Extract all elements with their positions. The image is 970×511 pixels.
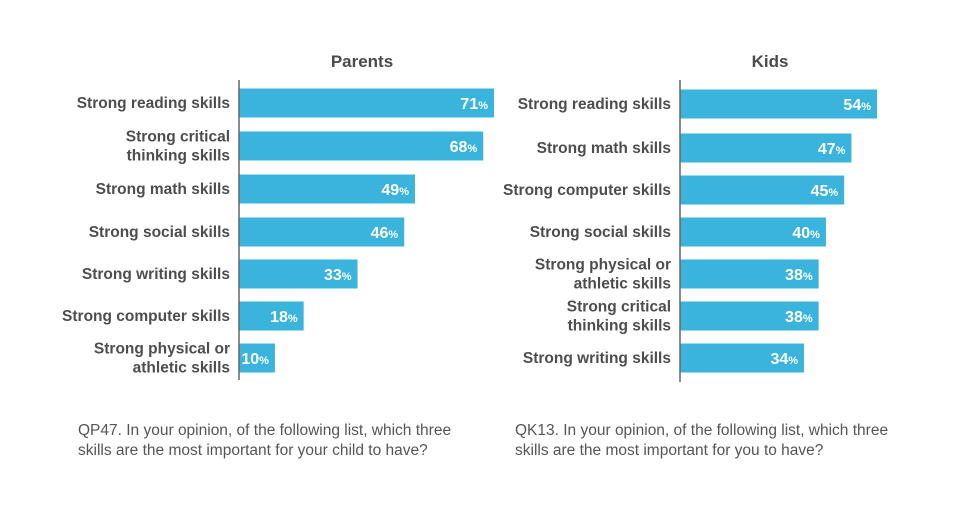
- parents-bar-3: [239, 174, 415, 204]
- parents-bar-1: [239, 88, 494, 118]
- parents-value-label-1: 71%: [460, 96, 488, 113]
- parents-footnote: QP47. In your opinion, of the following …: [78, 421, 478, 461]
- kids-category-label-6: Strong critical thinking skills: [567, 299, 671, 335]
- kids-category-label-5: Strong physical or athletic skills: [535, 257, 671, 293]
- parents-value-label-2: 68%: [450, 139, 478, 156]
- parents-footnote-line-1: QP47. In your opinion, of the following …: [78, 422, 452, 439]
- kids-bar-6: [680, 301, 819, 331]
- kids-footnote-line-1: QK13. In your opinion, of the following …: [515, 422, 889, 439]
- kids-category-label-3: Strong computer skills: [503, 182, 671, 199]
- kids-category-label-2: Strong math skills: [537, 140, 671, 157]
- parents-title: Parents: [331, 52, 393, 71]
- parents-bar-7: [239, 343, 275, 373]
- parents-value-label-7: 10%: [241, 351, 269, 368]
- parents-value-label-5: 33%: [324, 267, 352, 284]
- kids-bar-1: [680, 89, 877, 119]
- parents-category-label-4: Strong social skills: [89, 224, 230, 241]
- kids-value-label-6: 38%: [785, 309, 813, 326]
- kids-title: Kids: [752, 52, 789, 71]
- parents-category-label-6: Strong computer skills: [62, 308, 230, 325]
- parents-value-label-4: 46%: [371, 225, 399, 242]
- parents-category-label-5: Strong writing skills: [82, 266, 230, 283]
- kids-category-label-1: Strong reading skills: [518, 96, 671, 113]
- kids-category-label-4: Strong social skills: [530, 224, 671, 241]
- kids-value-label-2: 47%: [818, 141, 846, 158]
- parents-category-label-7: Strong physical or athletic skills: [94, 341, 230, 377]
- kids-value-label-4: 40%: [792, 225, 820, 242]
- parents-category-label-3: Strong math skills: [96, 181, 230, 198]
- parents-category-label-2: Strong critical thinking skills: [126, 129, 230, 165]
- parents-bar-6: [239, 301, 304, 331]
- kids-bar-7: [680, 343, 805, 373]
- kids-bar-5: [680, 259, 819, 289]
- kids-category-label-7: Strong writing skills: [523, 350, 671, 367]
- kids-value-label-3: 45%: [811, 183, 839, 200]
- parents-footnote-line-2: skills are the most important for your c…: [78, 442, 428, 459]
- parents-bar-4: [239, 217, 405, 247]
- kids-value-label-7: 34%: [770, 351, 798, 368]
- kids-value-label-1: 54%: [843, 97, 871, 114]
- parents-value-label-6: 18%: [270, 309, 298, 326]
- parents-bar-5: [239, 259, 358, 289]
- kids-bar-3: [680, 175, 845, 205]
- kids-value-label-5: 38%: [785, 267, 813, 284]
- kids-footnote-line-2: skills are the most important for you to…: [515, 442, 824, 459]
- kids-footnote: QK13. In your opinion, of the following …: [515, 421, 915, 461]
- parents-value-label-3: 49%: [381, 182, 409, 199]
- kids-bar-4: [680, 217, 826, 247]
- parents-bar-2: [239, 131, 484, 161]
- kids-bar-2: [680, 133, 852, 163]
- parents-category-label-1: Strong reading skills: [77, 95, 230, 112]
